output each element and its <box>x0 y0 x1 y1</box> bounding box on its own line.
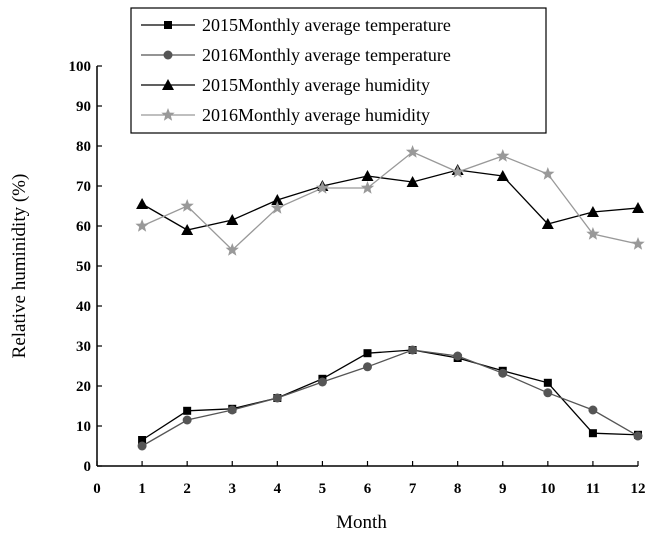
legend-label: 2015Monthly average humidity <box>202 75 430 95</box>
data-point <box>361 170 374 181</box>
data-point <box>543 388 553 398</box>
x-tick-label: 5 <box>319 481 327 497</box>
data-point <box>180 199 194 212</box>
legend-label: 2016Monthly average humidity <box>202 105 430 125</box>
legend-entry: 2015Monthly average temperature <box>141 15 451 35</box>
y-tick-label: 100 <box>69 59 92 75</box>
data-point <box>363 362 372 372</box>
data-point <box>363 349 372 358</box>
legend-entry: 2016Monthly average humidity <box>141 105 430 125</box>
data-point <box>408 345 418 355</box>
x-tick-label: 2 <box>183 481 191 497</box>
x-tick-label: 12 <box>631 481 646 497</box>
legend-box <box>130 7 547 134</box>
data-point <box>453 351 463 361</box>
y-tick-label: 60 <box>76 219 91 235</box>
series-line <box>141 349 639 441</box>
data-point <box>181 224 194 235</box>
data-point <box>360 181 375 194</box>
data-point <box>405 145 420 158</box>
y-tick-label: 30 <box>76 339 91 355</box>
y-tick-label: 90 <box>76 99 91 115</box>
legend: 2015Monthly average temperature 2016Month… <box>130 7 547 134</box>
data-point <box>163 50 173 60</box>
data-point <box>586 206 599 217</box>
y-tick-label: 0 <box>84 459 92 475</box>
y-tick-label: 50 <box>76 259 91 275</box>
data-point <box>226 214 239 225</box>
data-point <box>138 436 147 444</box>
x-tick-label: 10 <box>540 481 555 497</box>
x-tick-label: 1 <box>138 481 146 497</box>
y-tick-label: 40 <box>76 299 91 315</box>
y-tick-label: 20 <box>76 379 91 395</box>
x-tick-label: 8 <box>454 481 462 497</box>
x-axis-label: Month <box>336 512 387 533</box>
data-point <box>632 202 644 213</box>
data-point <box>227 405 237 415</box>
data-point <box>451 165 465 178</box>
y-tick-label: 10 <box>76 419 91 435</box>
data-point <box>137 441 147 451</box>
data-point <box>183 406 192 415</box>
data-point <box>136 198 149 209</box>
series-layer <box>135 145 645 451</box>
data-point <box>161 108 175 121</box>
series <box>135 145 645 256</box>
data-point <box>498 368 508 378</box>
data-point <box>586 227 600 240</box>
x-tick-label: 0 <box>93 481 101 497</box>
series <box>138 346 642 444</box>
series-line <box>141 349 639 447</box>
data-point <box>541 167 555 180</box>
data-point <box>496 149 510 162</box>
legend-entry: 2016Monthly average temperature <box>141 45 451 65</box>
data-point <box>631 237 645 250</box>
x-tick-label: 3 <box>229 481 237 497</box>
data-point <box>182 415 192 425</box>
series-line <box>141 169 639 231</box>
data-point <box>541 218 554 229</box>
x-tick-label: 4 <box>274 481 282 497</box>
y-tick-label: 80 <box>76 139 91 155</box>
data-point <box>543 378 552 387</box>
data-point <box>496 170 509 181</box>
x-tick-label: 11 <box>586 481 600 497</box>
series <box>137 345 643 451</box>
data-point <box>162 79 174 90</box>
x-tick-label: 9 <box>499 481 507 497</box>
data-point <box>270 201 284 214</box>
y-tick-label: 70 <box>76 179 91 195</box>
legend-label: 2016Monthly average temperature <box>202 45 451 65</box>
data-point <box>588 405 598 415</box>
data-point <box>633 431 643 441</box>
data-point <box>588 429 597 438</box>
legend-entry: 2015Monthly average humidity <box>141 75 430 95</box>
data-point <box>271 194 284 205</box>
data-point <box>272 393 282 403</box>
data-point <box>406 176 419 187</box>
y-axis-label: Relative huminidity (%) <box>9 174 30 359</box>
x-tick-label: 7 <box>409 481 417 497</box>
series <box>136 164 644 235</box>
data-point <box>135 219 149 232</box>
data-point <box>225 243 239 256</box>
legend-label: 2015Monthly average temperature <box>202 15 451 35</box>
x-tick-label: 6 <box>364 481 372 497</box>
series-line <box>141 151 639 251</box>
data-point <box>164 21 172 29</box>
data-point <box>317 377 327 387</box>
data-point <box>315 181 330 194</box>
